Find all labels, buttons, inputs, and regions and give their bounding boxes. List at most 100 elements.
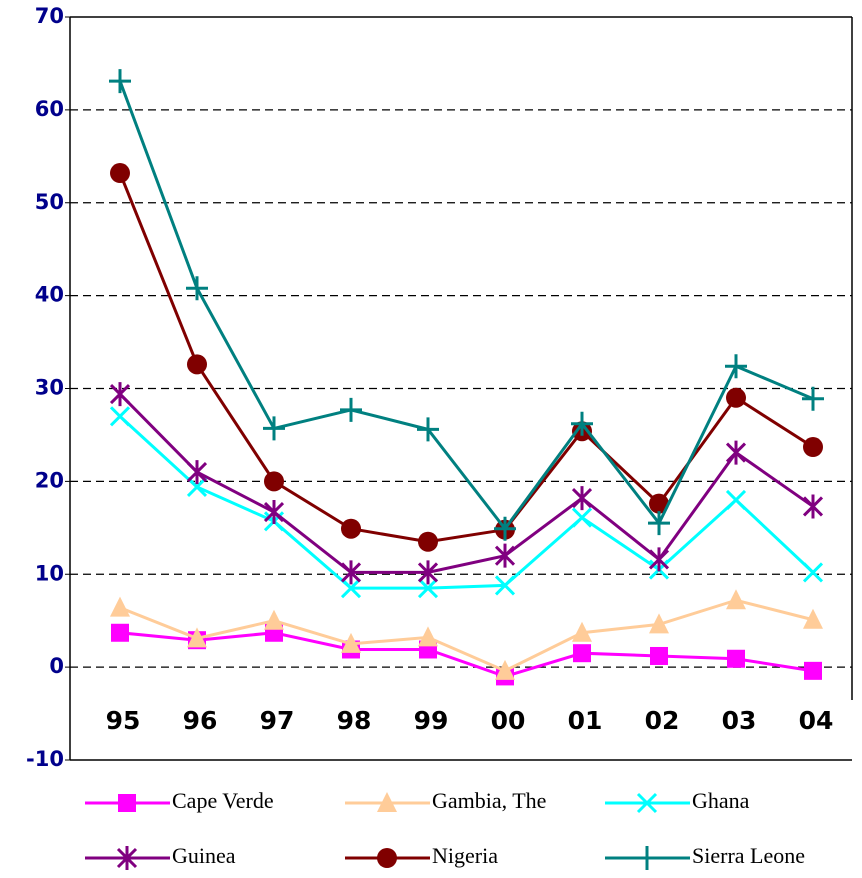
data-point bbox=[418, 531, 438, 552]
data-point bbox=[186, 276, 208, 301]
marker-shape bbox=[186, 460, 208, 485]
marker-shape bbox=[118, 794, 136, 812]
marker-shape bbox=[573, 644, 591, 663]
data-point bbox=[417, 560, 439, 585]
marker-shape bbox=[802, 494, 824, 519]
data-point bbox=[109, 69, 131, 94]
data-point bbox=[649, 613, 669, 634]
data-point bbox=[111, 623, 129, 642]
data-point bbox=[109, 382, 131, 407]
legend-marker bbox=[116, 846, 138, 870]
legend-label: Guinea bbox=[172, 843, 236, 868]
data-point bbox=[571, 411, 593, 436]
marker-shape bbox=[341, 632, 361, 653]
marker-shape bbox=[340, 397, 362, 422]
marker-shape bbox=[649, 613, 669, 634]
y-tick-label: 10 bbox=[35, 561, 64, 585]
data-point bbox=[494, 575, 516, 596]
y-tick-label: 30 bbox=[35, 376, 64, 400]
data-point bbox=[340, 397, 362, 422]
y-tick-label: 0 bbox=[49, 654, 64, 678]
series-line bbox=[118, 415, 815, 590]
marker-shape bbox=[494, 516, 516, 541]
data-point bbox=[802, 386, 824, 411]
y-tick-label: 70 bbox=[35, 4, 64, 28]
data-point bbox=[341, 518, 361, 539]
x-tick-label: 98 bbox=[337, 706, 372, 735]
data-point bbox=[725, 440, 747, 465]
marker-shape bbox=[650, 646, 668, 665]
marker-shape bbox=[264, 609, 284, 630]
data-point bbox=[727, 649, 745, 668]
marker-shape bbox=[187, 354, 207, 375]
marker-shape bbox=[340, 578, 362, 599]
data-point bbox=[571, 486, 593, 511]
marker-shape bbox=[417, 578, 439, 599]
legend-marker bbox=[377, 848, 397, 868]
data-point bbox=[725, 489, 747, 511]
marker-shape bbox=[727, 649, 745, 668]
data-point bbox=[803, 608, 823, 629]
marker-shape bbox=[726, 589, 746, 610]
data-point bbox=[494, 516, 516, 541]
legend-label: Sierra Leone bbox=[692, 843, 805, 868]
data-point bbox=[187, 354, 207, 375]
data-point bbox=[417, 578, 439, 599]
series-line bbox=[118, 80, 814, 532]
y-tick-label: 50 bbox=[35, 190, 64, 214]
marker-shape bbox=[417, 560, 439, 585]
x-tick-label: 00 bbox=[491, 706, 526, 735]
marker-shape bbox=[110, 596, 130, 617]
x-tick-label: 96 bbox=[183, 706, 218, 735]
marker-shape bbox=[803, 608, 823, 629]
marker-shape bbox=[648, 547, 670, 572]
data-point bbox=[110, 596, 130, 617]
data-point bbox=[649, 493, 669, 514]
series-line bbox=[119, 631, 814, 678]
data-point bbox=[341, 632, 361, 653]
data-point bbox=[725, 354, 747, 379]
marker-shape bbox=[725, 489, 747, 511]
marker-shape bbox=[571, 486, 593, 511]
data-point bbox=[648, 511, 670, 536]
marker-shape bbox=[571, 507, 593, 528]
legend-marker bbox=[377, 792, 397, 812]
marker-shape bbox=[494, 543, 516, 568]
y-tick-label: -10 bbox=[26, 747, 64, 771]
marker-shape bbox=[111, 623, 129, 642]
x-tick-label: 97 bbox=[260, 706, 295, 735]
data-point bbox=[186, 476, 208, 498]
data-point bbox=[726, 387, 746, 408]
x-tick-label: 99 bbox=[414, 706, 449, 735]
y-tick-label: 20 bbox=[35, 468, 64, 492]
data-point bbox=[264, 471, 284, 492]
marker-shape bbox=[263, 416, 285, 441]
marker-shape bbox=[572, 621, 592, 642]
marker-shape bbox=[649, 493, 669, 514]
data-point bbox=[109, 406, 131, 427]
marker-shape bbox=[109, 382, 131, 407]
series-line bbox=[118, 172, 814, 544]
marker-shape bbox=[263, 500, 285, 525]
marker-shape bbox=[494, 575, 516, 596]
data-point bbox=[340, 578, 362, 599]
data-point bbox=[650, 646, 668, 665]
x-tick-label: 02 bbox=[645, 706, 680, 735]
marker-shape bbox=[186, 276, 208, 301]
marker-shape bbox=[340, 560, 362, 585]
data-point bbox=[263, 500, 285, 525]
marker-shape bbox=[725, 354, 747, 379]
marker-shape bbox=[636, 846, 658, 870]
x-tick-label: 04 bbox=[799, 706, 834, 735]
data-point bbox=[726, 589, 746, 610]
legend-marker bbox=[636, 846, 658, 870]
marker-shape bbox=[116, 846, 138, 870]
marker-shape bbox=[417, 417, 439, 442]
marker-shape bbox=[495, 659, 515, 680]
marker-shape bbox=[571, 411, 593, 436]
data-point bbox=[340, 560, 362, 585]
marker-shape bbox=[377, 792, 397, 812]
series-line bbox=[119, 598, 814, 673]
legend-label: Ghana bbox=[692, 788, 750, 813]
